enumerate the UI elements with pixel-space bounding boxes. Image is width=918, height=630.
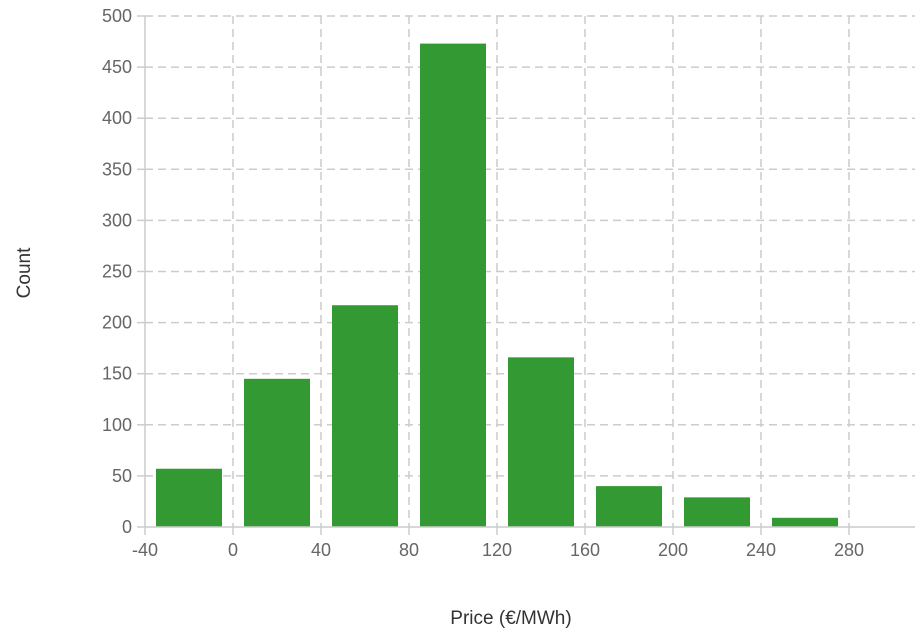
y-tick-label: 100 bbox=[102, 415, 132, 435]
y-tick-label: 500 bbox=[102, 6, 132, 26]
y-tick-label: 450 bbox=[102, 57, 132, 77]
x-tick-label: -40 bbox=[132, 540, 158, 560]
y-tick-label: 300 bbox=[102, 210, 132, 230]
y-tick-label: 0 bbox=[122, 517, 132, 537]
histogram-bar bbox=[156, 468, 222, 527]
histogram-bar bbox=[332, 305, 398, 527]
x-axis-ticks: -40 0 40 80 120 160 200 240 280 bbox=[132, 527, 864, 560]
x-tick-label: 280 bbox=[834, 540, 864, 560]
x-tick-label: 120 bbox=[482, 540, 512, 560]
bars bbox=[156, 43, 838, 528]
x-tick-label: 160 bbox=[570, 540, 600, 560]
x-tick-label: 200 bbox=[658, 540, 688, 560]
histogram-bar bbox=[244, 378, 310, 527]
x-tick-label: 240 bbox=[746, 540, 776, 560]
y-tick-label: 400 bbox=[102, 108, 132, 128]
x-tick-label: 40 bbox=[311, 540, 331, 560]
y-tick-label: 150 bbox=[102, 364, 132, 384]
histogram-bar bbox=[684, 497, 750, 527]
histogram-bar bbox=[420, 43, 486, 528]
histogram-bar bbox=[596, 486, 662, 527]
y-tick-label: 350 bbox=[102, 159, 132, 179]
y-axis-title: Count bbox=[14, 247, 35, 298]
histogram-bar bbox=[508, 357, 574, 527]
y-axis-ticks: 0 50 100 150 200 250 300 350 400 450 500 bbox=[102, 6, 145, 537]
histogram-bar bbox=[772, 517, 838, 527]
grid bbox=[145, 15, 915, 527]
y-tick-label: 250 bbox=[102, 262, 132, 282]
y-tick-label: 200 bbox=[102, 313, 132, 333]
y-tick-label: 50 bbox=[112, 466, 132, 486]
x-axis-title: Price (€/MWh) bbox=[450, 608, 571, 629]
x-tick-label: 0 bbox=[228, 540, 238, 560]
x-tick-label: 80 bbox=[399, 540, 419, 560]
